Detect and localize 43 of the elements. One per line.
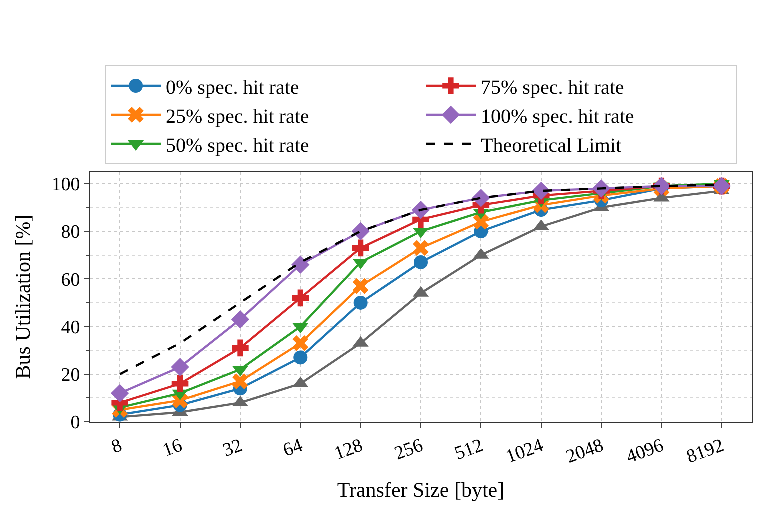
point (231, 310, 250, 329)
legend-label: 0% spec. hit rate (166, 76, 300, 99)
point (292, 336, 309, 352)
point (172, 376, 189, 392)
y-tick-label: 60 (61, 270, 80, 291)
point (232, 374, 248, 390)
x-tick-label: 8192 (684, 435, 727, 468)
x-tick-label: 32 (220, 435, 246, 462)
point (232, 340, 249, 357)
x-tick-label: 8 (108, 435, 126, 458)
legend-label: 50% spec. hit rate (166, 134, 310, 157)
legend-label: 75% spec. hit rate (481, 76, 624, 99)
point (294, 350, 308, 365)
point (110, 384, 130, 403)
y-tick-label: 20 (61, 365, 80, 386)
point (413, 240, 429, 256)
y-tick-label: 40 (61, 317, 80, 338)
legend-label: 25% spec. hit rate (166, 106, 310, 128)
x-tick-label: 1024 (503, 435, 547, 468)
point (473, 214, 490, 230)
point (292, 256, 310, 274)
x-tick-label: 2048 (564, 435, 607, 468)
point (352, 240, 370, 257)
point (472, 189, 490, 208)
x-tick-label: 128 (332, 435, 366, 465)
y-axis-title: Bus Utilization [%] (10, 214, 35, 380)
point (352, 222, 370, 241)
point (354, 296, 368, 310)
x-tick-label: 256 (392, 435, 426, 465)
x-tick-label: 16 (160, 435, 186, 462)
x-tick-label: 4096 (624, 435, 667, 468)
point (414, 255, 428, 270)
x-tick-label: 64 (280, 435, 306, 462)
legend-label: Theoretical Limit (481, 134, 622, 157)
legend-label: 100% spec. hit rate (481, 106, 634, 128)
y-tick-label: 0 (70, 412, 80, 434)
y-tick-label: 100 (52, 174, 80, 196)
point (292, 290, 310, 307)
x-tick-label: 512 (452, 435, 486, 465)
x-axis-title: Transfer Size [byte] (337, 478, 505, 502)
y-tick-label: 80 (61, 222, 80, 244)
point (352, 278, 369, 294)
point (171, 358, 190, 376)
